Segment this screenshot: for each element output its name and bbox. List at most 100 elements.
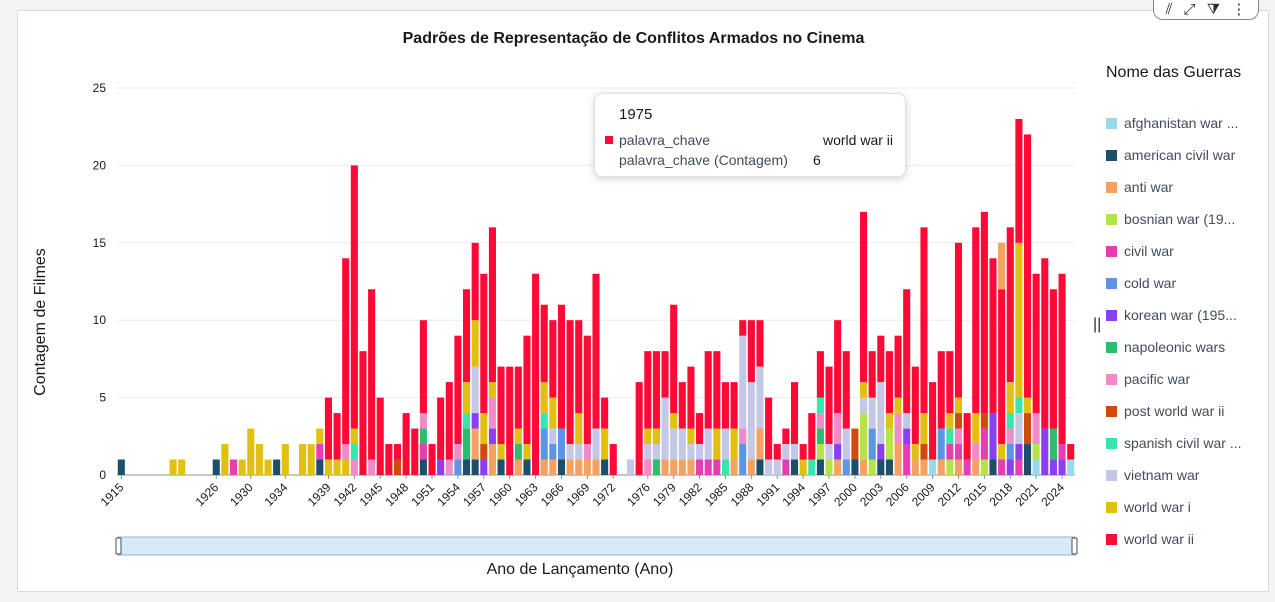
- bar-segment[interactable]: [393, 459, 402, 475]
- range-slider[interactable]: [115, 536, 1078, 556]
- bar-segment[interactable]: [549, 428, 557, 445]
- bar-segment[interactable]: [316, 428, 324, 445]
- bar-segment[interactable]: [437, 459, 445, 475]
- bar-segment[interactable]: [497, 459, 505, 475]
- bar-segment[interactable]: [946, 444, 954, 460]
- bar-segment[interactable]: [419, 413, 427, 429]
- bar-segment[interactable]: [747, 320, 755, 383]
- bar-segment[interactable]: [885, 413, 893, 429]
- bar-segment[interactable]: [687, 428, 695, 445]
- bar-segment[interactable]: [488, 397, 496, 429]
- bar-segment[interactable]: [730, 459, 738, 475]
- legend-item[interactable]: korean war (195...: [1106, 299, 1266, 331]
- bar-segment[interactable]: [790, 382, 799, 445]
- bar-segment[interactable]: [437, 397, 445, 460]
- filter-icon[interactable]: ⧩: [1206, 0, 1221, 18]
- bar-segment[interactable]: [756, 320, 764, 367]
- bar-segment[interactable]: [929, 382, 937, 460]
- bar-segment[interactable]: [601, 397, 609, 429]
- bar-segment[interactable]: [739, 444, 747, 475]
- bar-segment[interactable]: [117, 459, 125, 475]
- bar-segment[interactable]: [954, 413, 963, 429]
- bar-segment[interactable]: [1058, 444, 1066, 460]
- bar-segment[interactable]: [566, 444, 574, 460]
- bar-segment[interactable]: [540, 382, 548, 414]
- bar-segment[interactable]: [868, 428, 876, 460]
- bar-segment[interactable]: [678, 428, 686, 460]
- legend-item[interactable]: world war ii: [1106, 523, 1266, 555]
- bar-segment[interactable]: [946, 428, 954, 445]
- bar-segment[interactable]: [704, 428, 712, 460]
- bar-segment[interactable]: [255, 444, 263, 475]
- bar-segment[interactable]: [575, 413, 583, 445]
- bar-segment[interactable]: [609, 444, 617, 475]
- bar-segment[interactable]: [816, 459, 824, 475]
- bar-segment[interactable]: [480, 413, 488, 445]
- bar-segment[interactable]: [704, 351, 712, 429]
- bar-segment[interactable]: [359, 351, 367, 475]
- bar-segment[interactable]: [790, 444, 799, 460]
- bar-segment[interactable]: [937, 351, 945, 429]
- bar-segment[interactable]: [1015, 397, 1023, 414]
- bar-segment[interactable]: [929, 459, 937, 475]
- bar-segment[interactable]: [178, 459, 186, 475]
- bar-segment[interactable]: [1015, 444, 1023, 460]
- bar-segment[interactable]: [721, 428, 729, 460]
- bar-segment[interactable]: [350, 165, 358, 429]
- legend-item[interactable]: post world war ii: [1106, 395, 1266, 427]
- bar-segment[interactable]: [463, 382, 471, 414]
- bar-segment[interactable]: [575, 459, 583, 475]
- bar-segment[interactable]: [885, 351, 893, 414]
- bar-segment[interactable]: [980, 459, 988, 475]
- bar-segment[interactable]: [860, 413, 868, 460]
- bar-segment[interactable]: [696, 444, 704, 460]
- bar-segment[interactable]: [816, 413, 824, 429]
- bar-segment[interactable]: [782, 444, 790, 460]
- bar-segment[interactable]: [454, 335, 462, 445]
- bar-segment[interactable]: [350, 444, 358, 460]
- range-slider-track[interactable]: [117, 536, 1076, 556]
- bar-segment[interactable]: [1032, 459, 1040, 475]
- bar-segment[interactable]: [989, 459, 997, 475]
- bar-segment[interactable]: [937, 459, 945, 475]
- range-slider-right-handle[interactable]: [1071, 537, 1078, 555]
- bar-segment[interactable]: [739, 335, 747, 429]
- bar-segment[interactable]: [954, 459, 963, 475]
- bar-segment[interactable]: [739, 320, 747, 336]
- bar-segment[interactable]: [324, 397, 332, 460]
- bar-segment[interactable]: [937, 428, 945, 460]
- bar-segment[interactable]: [212, 459, 220, 475]
- bar-segment[interactable]: [799, 444, 807, 460]
- bar-segment[interactable]: [592, 273, 600, 429]
- bar-segment[interactable]: [626, 459, 635, 475]
- bar-segment[interactable]: [954, 428, 963, 445]
- legend-item[interactable]: afghanistan war ...: [1106, 107, 1266, 139]
- bar-segment[interactable]: [687, 444, 695, 460]
- bar-segment[interactable]: [514, 366, 522, 429]
- bar-segment[interactable]: [540, 428, 548, 460]
- bar-segment[interactable]: [652, 444, 660, 460]
- bar-segment[interactable]: [419, 428, 427, 445]
- legend-item[interactable]: napoleonic wars: [1106, 331, 1266, 363]
- bar-segment[interactable]: [540, 304, 548, 383]
- bar-segment[interactable]: [911, 366, 919, 445]
- bar-segment[interactable]: [557, 459, 566, 475]
- bar-segment[interactable]: [471, 428, 479, 460]
- bar-segment[interactable]: [704, 459, 712, 475]
- bar-segment[interactable]: [842, 351, 850, 429]
- bar-segment[interactable]: [514, 459, 522, 475]
- bar-segment[interactable]: [419, 459, 427, 475]
- bar-segment[interactable]: [601, 428, 609, 460]
- bar-segment[interactable]: [877, 382, 885, 445]
- bar-segment[interactable]: [1049, 289, 1057, 429]
- bar-segment[interactable]: [972, 444, 980, 460]
- bar-segment[interactable]: [1032, 444, 1040, 460]
- bar-segment[interactable]: [247, 428, 255, 475]
- bar-segment[interactable]: [549, 320, 557, 398]
- bar-segment[interactable]: [739, 428, 747, 445]
- bar-segment[interactable]: [920, 444, 928, 460]
- bar-segment[interactable]: [877, 335, 885, 383]
- bar-segment[interactable]: [972, 413, 980, 445]
- bar-segment[interactable]: [575, 320, 583, 414]
- bar-segment[interactable]: [333, 413, 341, 460]
